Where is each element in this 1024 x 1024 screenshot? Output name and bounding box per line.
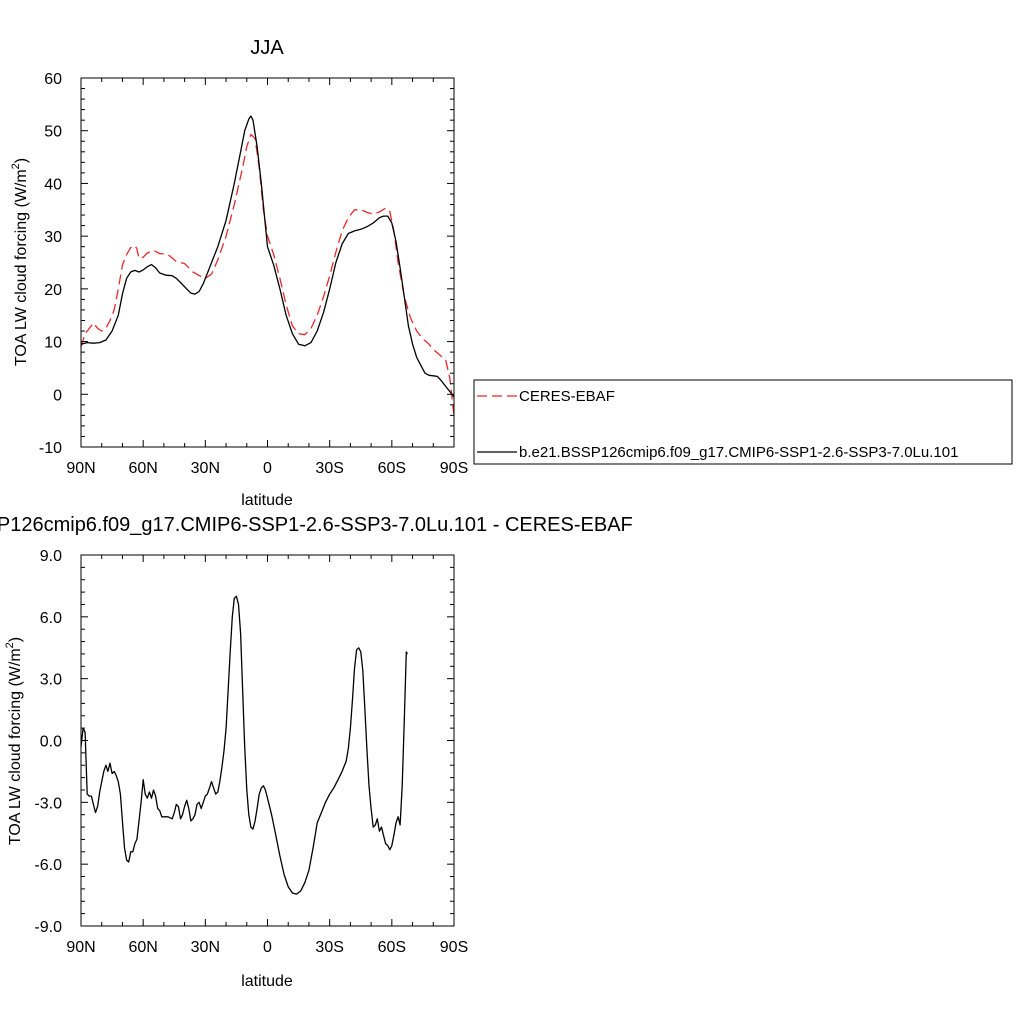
x-tick-label: 60S — [378, 939, 406, 956]
y-tick-label: 20 — [44, 282, 62, 299]
bottom-chart-ticks: 90N 60N 30N 0 30S 60S 90S -9.0 -6.0 -3.0 0.0 3.0 6.0… — [34, 548, 468, 956]
x-tick-label: 90N — [66, 939, 95, 956]
bottom-chart-ylabel-main: TOA LW cloud forcing (W/m — [7, 648, 24, 845]
bottom-chart-title: b.e21.BSSP126cmip6.f09_g17.CMIP6-SSP1-2.… — [0, 514, 633, 536]
bottom-chart-xlabel: latitude — [241, 973, 293, 990]
y-tick-label: 6.0 — [40, 610, 62, 627]
y-tick-label: 30 — [44, 229, 62, 246]
top-chart-legend: CERES-EBAF b.e21.BSSP126cmip6.f09_g17.CM… — [473, 379, 1013, 465]
bottom-chart-series-layer — [80, 595, 408, 895]
x-tick-label: 60S — [378, 460, 406, 477]
top-chart-title: JJA — [250, 37, 284, 59]
bottom-chart: b.e21.BSSP126cmip6.f09_g17.CMIP6-SSP1-2.… — [0, 514, 633, 990]
y-tick-label: 0 — [53, 387, 62, 404]
y-tick-label: 50 — [44, 124, 62, 141]
series-line-0-1 — [80, 115, 455, 398]
x-tick-label: 30S — [315, 460, 343, 477]
y-tick-label: 10 — [44, 335, 62, 352]
top-chart-ylabel: TOA LW cloud forcing (W/m2) — [10, 158, 30, 366]
legend-label-model: b.e21.BSSP126cmip6.f09_g17.CMIP6-SSP1-2.… — [519, 444, 958, 461]
series-line-1-0 — [80, 595, 408, 895]
top-chart-xlabel: latitude — [241, 492, 293, 509]
top-chart: JJA 90N 60N 30N 0 30S 60S 90S-100102030405060 … — [10, 37, 1013, 509]
y-tick-label: 0.0 — [40, 734, 62, 751]
series-line-0-0 — [80, 133, 455, 416]
x-tick-label: 0 — [263, 460, 272, 477]
y-tick-label: 3.0 — [40, 672, 62, 689]
y-tick-label: -3.0 — [34, 795, 62, 812]
y-tick-label: 40 — [44, 176, 62, 193]
bottom-chart-frame — [80, 554, 455, 927]
x-tick-label: 30S — [315, 939, 343, 956]
x-tick-label: 60N — [128, 460, 157, 477]
x-tick-label: 30N — [191, 939, 220, 956]
bottom-chart-ylabel-close: ) — [7, 637, 24, 642]
top-chart-series-layer — [80, 115, 455, 416]
top-chart-ticks: 90N 60N 30N 0 30S 60S 90S -10 0 10 20 30 40 50 60 — [39, 71, 468, 477]
x-tick-label: 0 — [263, 939, 272, 956]
top-chart-ylabel-sup: 2 — [10, 163, 22, 169]
y-tick-label: -10 — [39, 440, 62, 457]
y-tick-label: -9.0 — [34, 919, 62, 936]
y-tick-label: 60 — [44, 71, 62, 88]
top-chart-ylabel-close: ) — [13, 158, 30, 163]
x-tick-label: 90S — [440, 460, 468, 477]
legend-box — [473, 379, 1013, 465]
x-tick-label: 90N — [66, 460, 95, 477]
y-tick-label: -6.0 — [34, 857, 62, 874]
legend-label-ceres-ebaf: CERES-EBAF — [519, 388, 615, 405]
x-tick-label: 90S — [440, 939, 468, 956]
y-tick-label: 9.0 — [40, 548, 62, 565]
bottom-chart-ylabel: TOA LW cloud forcing (W/m2) — [4, 637, 24, 845]
x-tick-label: 60N — [128, 939, 157, 956]
bottom-chart-ylabel-sup: 2 — [4, 642, 16, 648]
x-tick-label: 30N — [191, 460, 220, 477]
top-chart-ylabel-main: TOA LW cloud forcing (W/m — [13, 169, 30, 366]
